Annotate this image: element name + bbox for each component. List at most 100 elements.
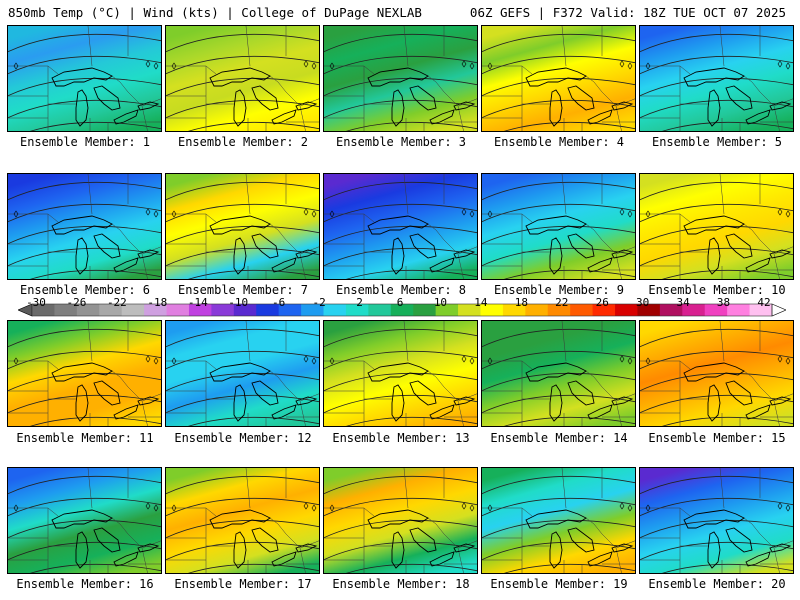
great-lakes-outline xyxy=(525,509,634,569)
height-contour xyxy=(346,563,477,573)
marker-diamond xyxy=(645,357,651,365)
temperature-field-map xyxy=(166,174,319,279)
colorbar-swatch xyxy=(32,304,55,316)
great-lakes-outline xyxy=(367,362,476,422)
temperature-field-map xyxy=(482,321,635,426)
state-borders xyxy=(640,26,793,131)
height-contour xyxy=(482,33,635,53)
height-contour xyxy=(324,475,477,495)
map-title: 850mb Temp (°C) | Wind (kts) | College o… xyxy=(8,5,422,20)
marker-diamond xyxy=(303,502,309,510)
state-borders xyxy=(482,468,635,573)
great-lakes-outline xyxy=(367,215,476,275)
colorbar-tick-label: 22 xyxy=(555,296,569,309)
ensemble-member-label: Ensemble Member: 3 xyxy=(335,135,467,149)
height-contour xyxy=(30,121,161,131)
temperature-shading xyxy=(482,26,635,131)
marker-diamond xyxy=(469,62,475,70)
height-contour xyxy=(482,475,635,495)
marker-diamond xyxy=(171,357,177,365)
height-contour xyxy=(504,121,635,131)
marker-diamond xyxy=(487,62,493,70)
colorbar-swatch xyxy=(390,304,414,316)
state-borders xyxy=(8,26,161,131)
ensemble-member-label: Ensemble Member: 15 xyxy=(648,431,786,445)
ensemble-member-label: Ensemble Member: 1 xyxy=(19,135,151,149)
marker-diamond xyxy=(311,504,317,512)
colorbar-tick-label: 30 xyxy=(636,296,650,309)
height-contour xyxy=(324,77,477,97)
temperature-shading xyxy=(324,174,477,279)
colorbar-swatch xyxy=(323,304,347,316)
state-borders xyxy=(324,321,477,426)
state-borders xyxy=(166,468,319,573)
marker-diamond xyxy=(311,62,317,70)
great-lakes-outline xyxy=(51,215,160,275)
marker-diamond xyxy=(627,357,633,365)
colorbar-swatch xyxy=(121,304,145,316)
temperature-field-map xyxy=(8,26,161,131)
height-contour xyxy=(8,181,161,201)
colorbar-tick-label: -14 xyxy=(187,296,208,309)
colorbar-swatch xyxy=(368,304,392,316)
height-contour xyxy=(640,475,793,495)
height-contour xyxy=(8,475,161,495)
marker-diamond xyxy=(145,208,151,216)
marker-diamond xyxy=(487,210,493,218)
marker-diamond xyxy=(171,62,177,70)
height-contour xyxy=(640,33,793,53)
height-contour xyxy=(166,350,319,370)
colorbar-tick-label: -22 xyxy=(106,296,127,309)
great-lakes-outline xyxy=(209,215,318,275)
temperature-field-map xyxy=(640,468,793,573)
temperature-shading xyxy=(640,321,793,426)
height-contour xyxy=(30,269,161,279)
marker-diamond xyxy=(627,504,633,512)
height-contour xyxy=(346,416,477,426)
great-lakes-outline xyxy=(683,362,792,422)
ensemble-member-label: Ensemble Member: 10 xyxy=(648,283,786,297)
colorbar-swatch xyxy=(749,304,773,316)
height-contour xyxy=(482,497,635,517)
marker-diamond xyxy=(303,60,309,68)
temperature-shading xyxy=(482,468,635,573)
height-contour xyxy=(640,372,793,392)
state-borders xyxy=(324,26,477,131)
height-contour xyxy=(504,563,635,573)
height-contour xyxy=(324,372,477,392)
marker-diamond xyxy=(461,502,467,510)
marker-diamond xyxy=(329,504,335,512)
marker-diamond xyxy=(13,62,19,70)
height-contour xyxy=(640,55,793,75)
state-borders xyxy=(640,468,793,573)
colorbar-swatch xyxy=(570,304,594,316)
colorbar-swatch xyxy=(727,304,750,316)
height-contour xyxy=(8,203,161,223)
ensemble-member-map xyxy=(639,320,794,427)
ensemble-member-map xyxy=(7,25,162,132)
height-contour xyxy=(166,225,319,245)
colorbar-swatch xyxy=(54,304,78,316)
height-contour xyxy=(640,203,793,223)
ensemble-member-map xyxy=(639,467,794,574)
ensemble-member-map xyxy=(639,173,794,280)
temperature-field-map xyxy=(640,174,793,279)
marker-diamond xyxy=(785,357,791,365)
temperature-shading xyxy=(8,468,161,573)
colorbar-tick-label: 14 xyxy=(474,296,488,309)
colorbar-tick-label: -26 xyxy=(66,296,87,309)
ensemble-member-label: Ensemble Member: 12 xyxy=(174,431,312,445)
height-contour xyxy=(662,269,793,279)
ensemble-member-map xyxy=(323,467,478,574)
height-contour xyxy=(640,328,793,348)
marker-diamond xyxy=(619,60,625,68)
height-contour xyxy=(166,33,319,53)
height-contour xyxy=(640,497,793,517)
temperature-shading xyxy=(324,468,477,573)
state-borders xyxy=(8,468,161,573)
height-contour xyxy=(324,350,477,370)
state-borders xyxy=(482,26,635,131)
marker-diamond xyxy=(777,502,783,510)
state-borders xyxy=(8,174,161,279)
colorbar-swatch xyxy=(278,304,302,316)
